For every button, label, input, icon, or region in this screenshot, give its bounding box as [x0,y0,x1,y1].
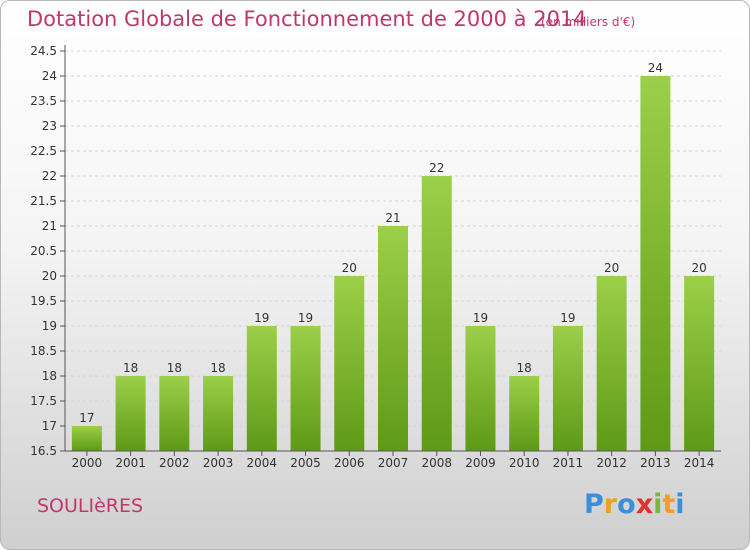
y-tick-label: 18 [42,369,57,383]
logo-letter: r [603,489,618,520]
y-tick-label: 24.5 [30,44,57,58]
logo-letter: t [662,489,676,520]
y-tick-label: 20 [42,269,57,283]
bar-2000 [71,426,102,451]
y-tick-label: 22.5 [30,144,57,158]
y-tick-label: 19.5 [30,294,57,308]
x-tick-label: 2004 [247,456,278,470]
data-label-2014: 20 [691,261,706,275]
x-tick-label: 2010 [509,456,540,470]
x-tick-label: 2003 [203,456,234,470]
x-tick-label: 2012 [596,456,627,470]
y-tick-label: 20.5 [30,244,57,258]
bar-2012 [596,276,627,451]
y-tick-label: 23.5 [30,94,57,108]
logo-letter: P [584,489,604,520]
x-tick-label: 2001 [115,456,146,470]
y-tick-label: 21.5 [30,194,57,208]
bar-2014 [684,276,715,451]
x-tick-label: 2014 [684,456,715,470]
x-tick-label: 2007 [378,456,409,470]
data-label-2001: 18 [123,361,138,375]
x-tick-label: 2008 [421,456,452,470]
y-tick-label: 24 [42,69,57,83]
x-tick-label: 2005 [290,456,321,470]
data-label-2006: 20 [342,261,357,275]
bar-2009 [465,326,496,451]
data-label-2002: 18 [167,361,182,375]
logo-letter: x [635,489,654,520]
data-label-2010: 18 [517,361,532,375]
bar-2002 [159,376,190,451]
data-label-2000: 17 [79,411,94,425]
bar-2007 [378,226,408,451]
data-label-2013: 24 [648,61,663,75]
x-tick-label: 2006 [334,456,365,470]
data-label-2003: 18 [210,361,225,375]
proxiti-logo: Proxiti [584,489,685,520]
data-label-2009: 19 [473,311,488,325]
y-tick-label: 18.5 [30,344,57,358]
data-label-2012: 20 [604,261,619,275]
x-tick-label: 2013 [640,456,671,470]
x-tick-label: 2002 [159,456,190,470]
y-tick-label: 16.5 [30,444,57,458]
bar-2013 [640,76,671,451]
data-label-2004: 19 [254,311,269,325]
y-tick-label: 23 [42,119,57,133]
bar-2001 [115,376,146,451]
bars [71,76,715,451]
chart-subtitle: (en milliers d'€) [541,15,636,29]
bar-2010 [509,376,540,451]
y-tick-label: 21 [42,219,57,233]
bar-2005 [290,326,321,451]
axes [60,45,721,456]
commune-name: SOULIèRES [37,495,144,517]
y-tick-label: 19 [42,319,57,333]
bar-2008 [421,176,452,451]
y-tick-label: 17 [42,419,57,433]
x-tick-label: 2009 [465,456,496,470]
bar-2006 [334,276,365,451]
data-label-2007: 21 [385,211,400,225]
chart-title: Dotation Globale de Fonctionnement de 20… [27,7,587,31]
y-tick-label: 17.5 [30,394,57,408]
bar-2004 [246,326,277,451]
data-label-2008: 22 [429,161,444,175]
logo-letter: o [617,489,636,520]
x-tick-label: 2011 [553,456,584,470]
bar-2003 [203,376,234,451]
data-label-2005: 19 [298,311,313,325]
bar-2011 [552,326,583,451]
logo-letter: i [675,489,685,520]
data-label-2011: 19 [560,311,575,325]
tick-labels: 16.5 17 17.5 18 18.5 19 19.5 20 20.5 21 21.5 22 22.5… [30,44,714,470]
logo-letter: i [653,489,663,520]
y-tick-label: 22 [42,169,57,183]
x-tick-label: 2000 [72,456,103,470]
